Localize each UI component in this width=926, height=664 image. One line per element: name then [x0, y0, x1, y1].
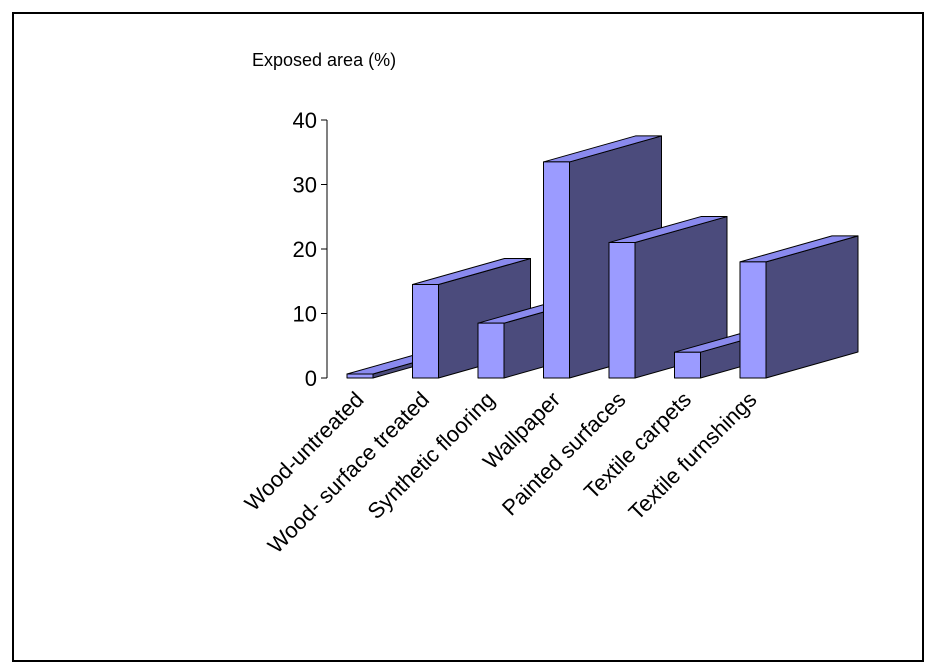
y-axis: 0 10 20 30 40 [293, 108, 328, 391]
y-tick-label: 30 [293, 173, 317, 198]
y-axis-label: Exposed area (%) [252, 50, 396, 70]
y-tick-label: 20 [293, 237, 317, 262]
y-tick-label: 0 [305, 366, 317, 391]
bar-front [543, 161, 570, 379]
bar-front [346, 373, 374, 379]
bar-front [477, 322, 505, 379]
bar-front [608, 242, 636, 379]
category-label: Wood-untreated [240, 387, 369, 516]
bar-front [739, 261, 767, 379]
bars [346, 135, 859, 379]
y-tick-label: 10 [293, 302, 317, 327]
bar-front [412, 283, 439, 379]
y-tick-label: 40 [293, 108, 317, 133]
bar-front [674, 351, 701, 379]
bar-7 [739, 235, 859, 379]
